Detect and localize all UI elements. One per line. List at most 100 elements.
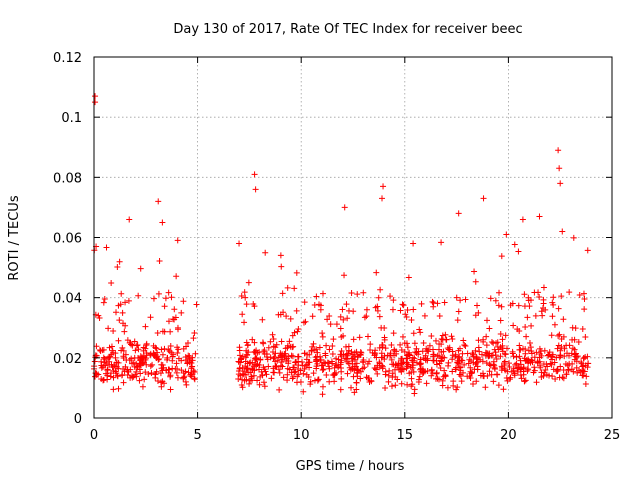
data-point <box>331 370 338 377</box>
data-point <box>536 293 543 300</box>
data-point <box>261 383 268 390</box>
data-point <box>423 380 430 387</box>
data-point <box>434 352 441 359</box>
data-point <box>454 317 461 324</box>
data-point <box>311 377 318 384</box>
data-point <box>136 360 143 367</box>
data-point <box>388 383 395 390</box>
data-point <box>319 330 326 337</box>
data-point <box>303 371 310 378</box>
data-point <box>154 349 161 356</box>
data-point <box>417 329 424 336</box>
data-point <box>180 374 187 381</box>
data-point <box>149 361 156 368</box>
data-point <box>122 351 129 358</box>
data-point <box>315 376 322 383</box>
data-point <box>265 344 272 351</box>
data-point <box>430 351 437 358</box>
data-point <box>343 343 350 350</box>
data-point <box>539 312 546 319</box>
data-point <box>449 335 456 342</box>
data-point <box>171 306 178 313</box>
data-point <box>445 346 452 353</box>
data-point <box>110 386 117 393</box>
data-point <box>147 314 154 321</box>
data-point <box>558 335 565 342</box>
data-point <box>327 321 334 328</box>
data-point <box>337 359 344 366</box>
data-point <box>486 325 493 332</box>
data-point <box>341 204 348 211</box>
data-point <box>360 359 367 366</box>
data-point <box>250 363 257 370</box>
data-point <box>112 363 119 370</box>
data-point <box>501 350 508 357</box>
data-point <box>236 240 243 247</box>
data-point <box>555 305 562 312</box>
data-point <box>285 360 292 367</box>
data-point <box>148 369 155 376</box>
data-point <box>581 296 588 303</box>
data-point <box>525 347 532 354</box>
data-point <box>294 328 301 335</box>
data-point <box>326 346 333 353</box>
data-point <box>368 378 375 385</box>
data-point <box>250 372 257 379</box>
data-point <box>251 339 258 346</box>
data-point <box>433 361 440 368</box>
data-point <box>291 364 298 371</box>
data-point <box>404 381 411 388</box>
data-point <box>261 347 268 354</box>
data-point <box>410 306 417 313</box>
data-point <box>293 358 300 365</box>
data-point <box>281 352 288 359</box>
data-point <box>529 359 536 366</box>
y-tick-label: 0.04 <box>53 292 82 307</box>
data-point <box>477 356 484 363</box>
data-point <box>399 365 406 372</box>
data-point <box>364 333 371 340</box>
data-point <box>175 346 182 353</box>
data-point <box>107 373 114 380</box>
data-point <box>353 348 360 355</box>
data-point <box>551 359 558 366</box>
data-point <box>192 350 199 357</box>
data-point <box>180 375 187 382</box>
data-point <box>570 234 577 241</box>
data-point <box>272 358 279 365</box>
data-point <box>108 351 115 358</box>
data-point <box>408 316 415 323</box>
data-point <box>142 323 149 330</box>
data-point <box>513 360 520 367</box>
data-point <box>531 367 538 374</box>
data-point <box>433 370 440 377</box>
data-point <box>272 363 279 370</box>
data-point <box>377 286 384 293</box>
data-point <box>131 338 138 345</box>
data-point <box>329 342 336 349</box>
data-point <box>500 386 507 393</box>
data-point <box>442 372 449 379</box>
data-point <box>115 385 122 392</box>
data-point <box>397 307 404 314</box>
data-point <box>464 373 471 380</box>
data-point <box>385 378 392 385</box>
data-point <box>306 351 313 358</box>
data-point <box>322 352 329 359</box>
data-point <box>305 359 312 366</box>
data-point <box>488 371 495 378</box>
data-point <box>167 328 174 335</box>
data-point <box>373 269 380 276</box>
data-point <box>556 354 563 361</box>
data-point <box>159 219 166 226</box>
x-tick-label: 0 <box>90 428 98 443</box>
data-point <box>328 358 335 365</box>
data-point <box>360 289 367 296</box>
data-point <box>392 382 399 389</box>
data-point <box>294 373 301 380</box>
data-point <box>118 347 125 354</box>
data-point <box>156 258 163 265</box>
data-point <box>389 361 396 368</box>
data-point <box>333 321 340 328</box>
data-point <box>363 306 370 313</box>
